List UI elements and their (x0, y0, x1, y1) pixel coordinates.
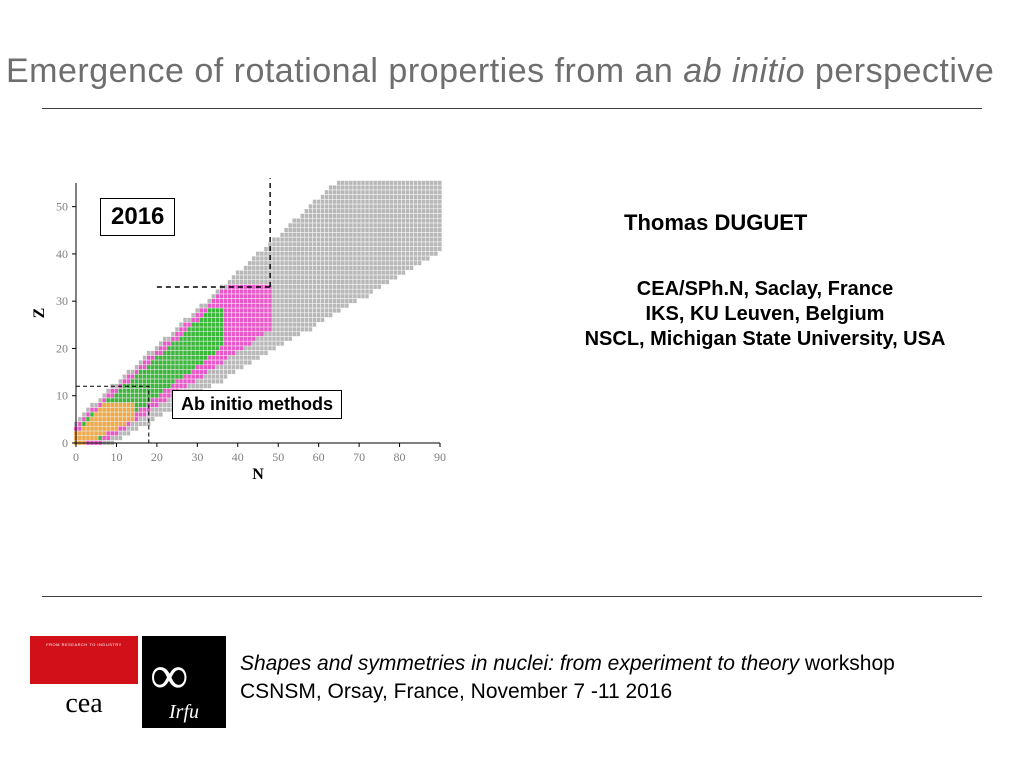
svg-text:20: 20 (151, 450, 163, 464)
svg-text:N: N (252, 466, 264, 483)
svg-text:40: 40 (56, 247, 68, 261)
footer-italic: Shapes and symmetries in nuclei: from ex… (240, 652, 799, 675)
slide-title: Emergence of rotational properties from … (6, 52, 994, 91)
svg-text:30: 30 (56, 294, 68, 308)
footer-line-1: Shapes and symmetries in nuclei: from ex… (240, 650, 895, 678)
svg-text:20: 20 (56, 341, 68, 355)
author-name: Thomas DUGUET (624, 210, 807, 236)
svg-text:50: 50 (272, 450, 284, 464)
title-suffix: perspective (805, 52, 994, 90)
divider-bottom (42, 596, 982, 597)
cea-logo-text: cea (30, 684, 138, 728)
svg-text:60: 60 (313, 450, 325, 464)
svg-text:40: 40 (232, 450, 244, 464)
affiliation-3: NSCL, Michigan State University, USA (510, 328, 1020, 351)
nuclide-chart: 0 10 20 30 40 50 60 70 80 90 0 10 20 30 40 50 N Z (30, 175, 450, 485)
svg-text:10: 10 (110, 450, 122, 464)
svg-text:70: 70 (353, 450, 365, 464)
footer-text: Shapes and symmetries in nuclei: from ex… (240, 650, 895, 707)
title-prefix: Emergence of rotational properties from … (6, 52, 683, 90)
svg-text:0: 0 (62, 436, 68, 450)
irfu-logo: ∞ Irfu (142, 636, 226, 728)
svg-text:10: 10 (56, 389, 68, 403)
affiliations: CEA/SPh.N, Saclay, France IKS, KU Leuven… (510, 278, 1020, 353)
footer-rest: workshop (799, 652, 895, 675)
divider-top (42, 108, 982, 109)
svg-text:0: 0 (73, 450, 79, 464)
affiliation-2: IKS, KU Leuven, Belgium (510, 303, 1020, 326)
svg-text:Z: Z (31, 308, 48, 319)
footer-line-2: CSNSM, Orsay, France, November 7 -11 201… (240, 678, 895, 706)
affiliation-1: CEA/SPh.N, Saclay, France (510, 278, 1020, 301)
svg-text:50: 50 (56, 200, 68, 214)
svg-text:80: 80 (394, 450, 406, 464)
cea-banner: FROM RESEARCH TO INDUSTRY (30, 640, 138, 649)
year-badge: 2016 (100, 198, 175, 236)
ab-initio-methods-label: Ab initio methods (172, 390, 342, 419)
title-italic: ab initio (683, 52, 805, 90)
cea-logo: FROM RESEARCH TO INDUSTRY cea (30, 636, 138, 728)
footer-logos: FROM RESEARCH TO INDUSTRY cea ∞ Irfu (30, 636, 226, 728)
infinity-icon: ∞ (150, 648, 189, 702)
svg-text:90: 90 (434, 450, 446, 464)
svg-text:30: 30 (191, 450, 203, 464)
